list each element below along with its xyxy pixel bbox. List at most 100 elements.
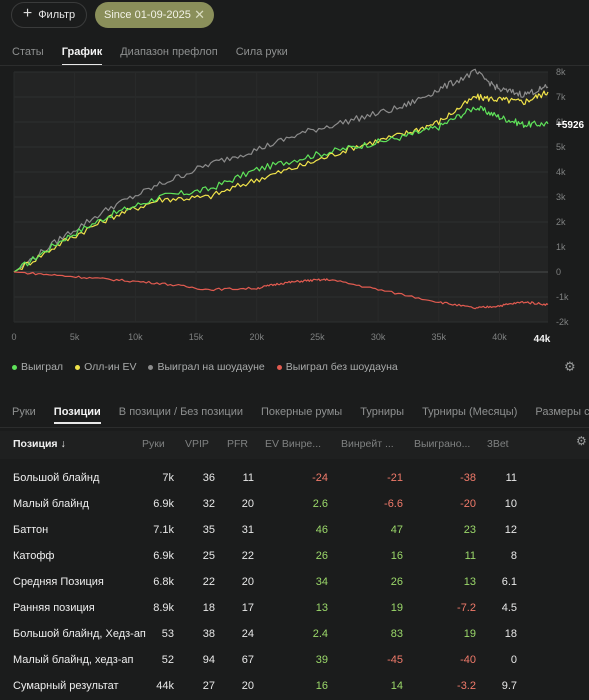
tab-preflop-range[interactable]: Диапазон префлоп — [120, 46, 218, 58]
table-cell: 8 — [510, 550, 517, 562]
column-header-vpip[interactable]: VPIP — [185, 438, 209, 450]
table-cell: 20 — [241, 680, 254, 692]
x-tick-label: 40k — [492, 332, 507, 342]
tab-graph[interactable]: График — [61, 46, 103, 66]
filter-label: Фильтр — [38, 9, 76, 21]
chart-svg: 8k 7k 6k 5k 4k 3k 2k 1k 0 -1k -2k 0 5k 10k 15k 20k 25k 30… — [11, 67, 585, 345]
table-cell: 4.5 — [501, 602, 517, 614]
table-cell: 10 — [504, 498, 517, 510]
table-row[interactable]: Катофф 6.9k 25 22 26 16 11 8 — [0, 542, 589, 568]
date-filter-chip[interactable]: Since 01-09-2025 ✕ — [95, 2, 214, 28]
y-tick-label: 4k — [556, 167, 566, 177]
y-tick-label: 7k — [556, 92, 566, 102]
table-cell: 11 — [242, 472, 254, 484]
table-row[interactable]: Большой блайнд, Хедз-ап 53 38 24 2.4 83 19 18 — [0, 620, 589, 646]
y-tick-label: 1k — [556, 242, 566, 252]
position-name: Большой блайнд — [13, 472, 100, 484]
legend-label: Выиграл — [21, 361, 64, 373]
table-cell: 12 — [504, 524, 517, 536]
table-cell: 18 — [202, 602, 215, 614]
series-line — [13, 105, 549, 273]
table-cell: 24 — [241, 628, 254, 640]
table-row[interactable]: Средняя Позиция 6.8k 22 20 34 26 13 6.1 — [0, 568, 589, 594]
table-cell: 44k — [156, 680, 174, 692]
column-header-3bet[interactable]: 3Bet — [487, 438, 509, 450]
tab-hand-strength[interactable]: Сила руки — [235, 46, 288, 58]
legend-swatch — [12, 364, 17, 370]
table-cell: -20 — [460, 498, 476, 510]
table-row[interactable]: Ранняя позиция 8.9k 18 17 13 19 -7.2 4.5 — [0, 594, 589, 620]
tab-hands[interactable]: Руки — [12, 406, 36, 418]
legend-label: Выиграл без шоудауна — [285, 361, 398, 373]
column-header-position[interactable]: Позиция ↓ — [13, 438, 66, 450]
table-cell: 18 — [504, 628, 517, 640]
table-cell: 11 — [505, 472, 517, 484]
table-cell: 19 — [463, 628, 476, 640]
table-cell: 25 — [202, 550, 215, 562]
tab-poker-rooms[interactable]: Покерные румы — [261, 406, 343, 418]
tab-stats[interactable]: Статы — [12, 46, 44, 58]
table-cell: 8.9k — [153, 602, 174, 614]
winnings-chart: 8k 7k 6k 5k 4k 3k 2k 1k 0 -1k -2k 0 5k 10k 15k 20k 25k 30… — [0, 66, 589, 346]
table-row[interactable]: Баттон 7.1k 35 31 46 47 23 12 — [0, 516, 589, 542]
table-cell: -38 — [460, 472, 476, 484]
legend-swatch — [276, 364, 282, 370]
legend-label: Выиграл на шоудауне — [157, 361, 265, 373]
filter-button[interactable]: + Фильтр — [11, 2, 87, 28]
column-header-hands[interactable]: Руки — [142, 438, 165, 450]
x-tick-label: 15k — [189, 332, 204, 342]
table-cell: -21 — [387, 472, 403, 484]
tab-stack-sizes[interactable]: Размеры стека — [535, 406, 589, 418]
legend-label: Олл-ин EV — [84, 361, 137, 373]
legend-item-allin-ev[interactable]: Олл-ин EV — [75, 361, 136, 373]
y-tick-label: 2k — [556, 217, 566, 227]
table-cell: 36 — [202, 472, 215, 484]
table-cell: 11 — [464, 550, 476, 562]
column-header-winrate[interactable]: Винрейт ... — [341, 438, 394, 450]
legend-item-showdown[interactable]: Выиграл на шоудауне — [148, 361, 265, 373]
x-tick-label: 0 — [11, 332, 16, 342]
table-cell: -6.6 — [384, 498, 403, 510]
table-cell: 20 — [241, 576, 254, 588]
table-cell: 39 — [315, 654, 328, 666]
table-cell: -24 — [312, 472, 328, 484]
tab-positions[interactable]: Позиции — [53, 406, 101, 424]
table-cell: 19 — [390, 602, 403, 614]
x-tick-label: 5k — [70, 332, 80, 342]
legend-swatch — [75, 364, 81, 370]
table-cell: 47 — [390, 524, 403, 536]
table-cell: 9.7 — [501, 680, 517, 692]
table-cell: 22 — [241, 550, 254, 562]
position-name: Ранняя позиция — [13, 602, 95, 614]
table-cell: 16 — [315, 680, 328, 692]
table-cell: 53 — [161, 628, 174, 640]
legend-item-won[interactable]: Выиграл — [12, 361, 63, 373]
gear-icon[interactable]: ⚙ — [564, 359, 576, 374]
table-cell: 13 — [463, 576, 476, 588]
column-header-won[interactable]: Выиграно... — [414, 438, 471, 450]
x-tick-label: 30k — [371, 332, 386, 342]
column-header-ev-winrate[interactable]: EV Винре... — [265, 438, 322, 450]
column-header-pfr[interactable]: PFR — [227, 438, 248, 450]
y-tick-label: 8k — [556, 67, 566, 77]
table-cell: 2.4 — [312, 628, 328, 640]
tab-in-out-position[interactable]: В позиции / Без позиции — [118, 406, 244, 418]
legend-item-non-showdown[interactable]: Выиграл без шоудауна — [276, 361, 398, 373]
table-cell: 31 — [241, 524, 254, 536]
close-icon[interactable]: ✕ — [194, 7, 205, 22]
table-row[interactable]: Большой блайнд 7k 36 11 -24 -21 -38 11 — [0, 464, 589, 490]
table-row[interactable]: Малый блайнд, хедз-ап 52 94 67 39 -45 -40 0 — [0, 646, 589, 672]
table-cell: 94 — [202, 654, 215, 666]
end-value-label: +5926 — [556, 120, 585, 131]
table-cell: 6.9k — [153, 550, 174, 562]
series-line — [13, 271, 549, 310]
gear-icon[interactable]: ⚙ — [576, 434, 587, 448]
x-tick-label: 25k — [310, 332, 325, 342]
tab-tournaments[interactable]: Турниры — [360, 406, 405, 418]
table-row[interactable]: Малый блайнд 6.9k 32 20 2.6 -6.6 -20 10 — [0, 490, 589, 516]
position-name: Большой блайнд, Хедз-ап — [13, 628, 146, 640]
table-cell: 14 — [390, 680, 403, 692]
table-row[interactable]: Сумарный результат 44k 27 20 16 14 -3.2 9.7 — [0, 672, 589, 698]
series-line — [13, 90, 549, 273]
tab-tournaments-months[interactable]: Турниры (Месяцы) — [422, 406, 518, 418]
